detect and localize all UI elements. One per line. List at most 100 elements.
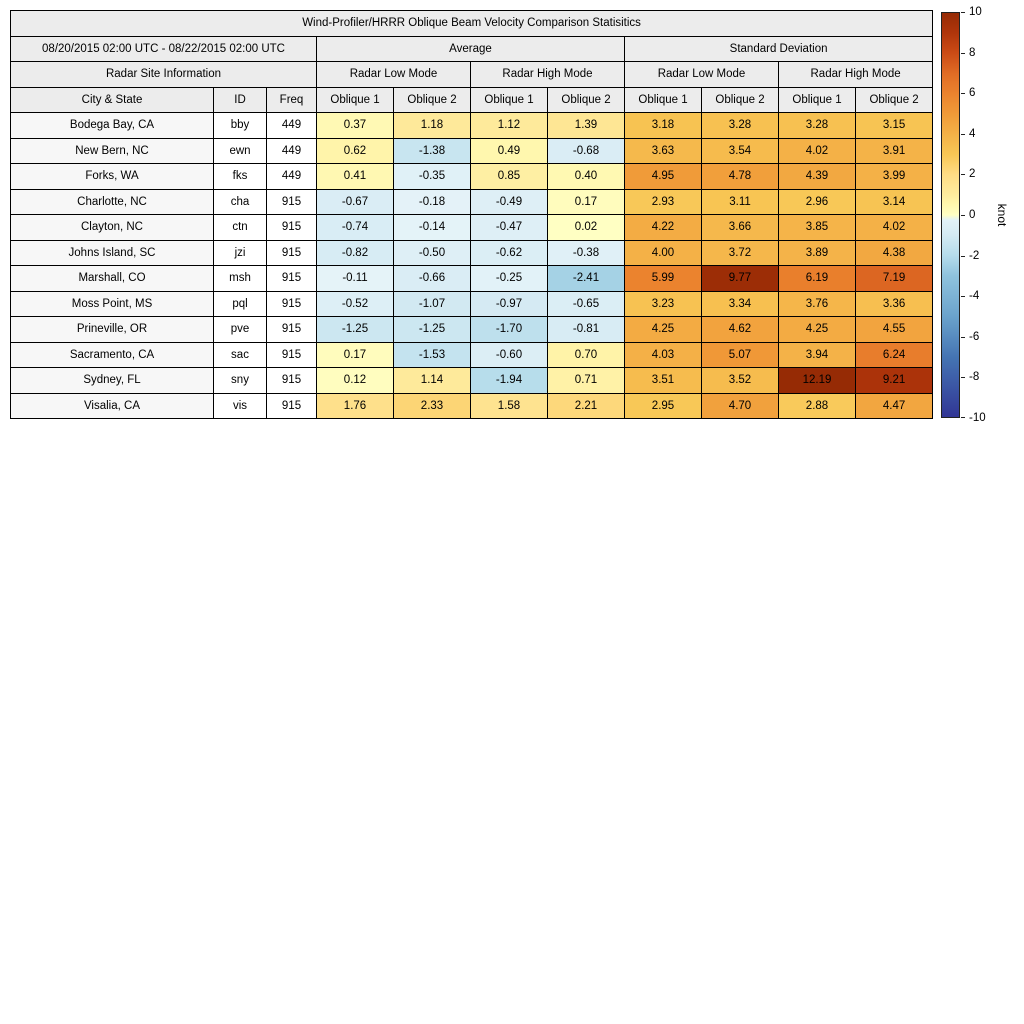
value-cell: 2.96 xyxy=(778,188,856,215)
value-cell: 0.17 xyxy=(547,188,625,215)
value-cell: 1.18 xyxy=(393,112,471,139)
colorbar-tick-mark xyxy=(961,52,965,54)
value-cell: -0.47 xyxy=(470,214,548,241)
table-row: New Bern, NC ewn 449 0.62 -1.38 0.49 -0.68 3.63… xyxy=(10,137,934,164)
value-cell: 6.24 xyxy=(854,341,934,368)
value-cell: 5.07 xyxy=(701,341,779,368)
value-cell: 3.99 xyxy=(854,163,934,190)
value-cell: 3.94 xyxy=(778,341,856,368)
colorbar-unit-label: knot xyxy=(995,203,1009,227)
table-row: Prineville, OR pve 915 -1.25 -1.25 -1.70 -0.81… xyxy=(10,316,934,343)
site-id-cell: bby xyxy=(213,112,267,139)
value-cell: 4.22 xyxy=(624,214,702,241)
value-cell: 0.70 xyxy=(547,341,625,368)
value-cell: -0.60 xyxy=(470,341,548,368)
value-cell: 4.02 xyxy=(854,214,934,241)
city-state-cell: Charlotte, NC xyxy=(10,188,214,215)
column-header-row: City & State ID Freq Oblique 1 Oblique 2… xyxy=(10,86,934,113)
freq-cell: 915 xyxy=(266,188,317,215)
group-std-header: Standard Deviation xyxy=(623,35,934,62)
site-id-cell: sac xyxy=(213,341,267,368)
col-std-low-oblique1: Oblique 1 xyxy=(624,86,702,113)
value-cell: -0.14 xyxy=(393,214,471,241)
site-id-cell: pve xyxy=(213,316,267,343)
city-state-cell: Sydney, FL xyxy=(10,367,214,394)
table-title: Wind-Profiler/HRRR Oblique Beam Velocity… xyxy=(9,10,934,37)
table-body: Bodega Bay, CA bby 449 0.37 1.18 1.12 1.39 3.18… xyxy=(10,112,934,419)
city-state-cell: Johns Island, SC xyxy=(10,239,214,266)
value-cell: -1.70 xyxy=(470,316,548,343)
value-cell: 0.85 xyxy=(470,163,548,190)
city-state-cell: Moss Point, MS xyxy=(10,290,214,317)
value-cell: -0.81 xyxy=(547,316,625,343)
col-id: ID xyxy=(213,86,267,113)
city-state-cell: Clayton, NC xyxy=(10,214,214,241)
value-cell: -0.67 xyxy=(316,188,394,215)
value-cell: 3.18 xyxy=(624,112,702,139)
value-cell: 4.02 xyxy=(778,137,856,164)
colorbar-tick-label: 4 xyxy=(969,127,976,140)
colorbar-tick-mark xyxy=(961,174,965,176)
value-cell: 0.62 xyxy=(316,137,394,164)
value-cell: 0.12 xyxy=(316,367,394,394)
city-state-cell: Prineville, OR xyxy=(10,316,214,343)
colorbar: 10 8 6 4 2 0 -2 -4 -6 -8 -10 knot xyxy=(941,6,1024,424)
value-cell: 3.91 xyxy=(854,137,934,164)
value-cell: 0.71 xyxy=(547,367,625,394)
value-cell: 3.63 xyxy=(624,137,702,164)
value-cell: 4.78 xyxy=(701,163,779,190)
colorbar-tick-mark xyxy=(961,93,965,95)
col-avg-high-oblique2: Oblique 2 xyxy=(547,86,625,113)
colorbar-tick-label: 0 xyxy=(969,209,976,221)
value-cell: 0.37 xyxy=(316,112,394,139)
colorbar-tick-mark xyxy=(961,215,965,216)
group-average-header: Average xyxy=(316,35,625,62)
value-cell: 0.49 xyxy=(470,137,548,164)
colorbar-tick-mark xyxy=(961,377,965,379)
std-high-mode-header: Radar High Mode xyxy=(777,61,934,88)
city-state-cell: Visalia, CA xyxy=(10,392,214,419)
city-state-cell: Sacramento, CA xyxy=(10,341,214,368)
col-std-high-oblique1: Oblique 1 xyxy=(778,86,856,113)
value-cell: -0.66 xyxy=(393,265,471,292)
value-cell: 2.93 xyxy=(624,188,702,215)
colorbar-tick-mark xyxy=(961,255,965,257)
value-cell: 3.34 xyxy=(701,290,779,317)
value-cell: -0.49 xyxy=(470,188,548,215)
freq-cell: 915 xyxy=(266,341,317,368)
city-state-cell: Bodega Bay, CA xyxy=(10,112,214,139)
col-avg-high-oblique1: Oblique 1 xyxy=(470,86,548,113)
value-cell: -0.97 xyxy=(470,290,548,317)
value-cell: 2.33 xyxy=(393,392,471,419)
col-avg-low-oblique2: Oblique 2 xyxy=(393,86,471,113)
table-row: Sydney, FL sny 915 0.12 1.14 -1.94 0.71 3.51 3.5… xyxy=(10,367,934,394)
freq-cell: 449 xyxy=(266,163,317,190)
freq-cell: 449 xyxy=(266,137,317,164)
value-cell: 0.02 xyxy=(547,214,625,241)
value-cell: 3.23 xyxy=(624,290,702,317)
value-cell: -2.41 xyxy=(547,265,625,292)
table-row: Forks, WA fks 449 0.41 -0.35 0.85 0.40 4.95 4.78… xyxy=(10,163,934,190)
value-cell: 9.21 xyxy=(854,367,934,394)
value-cell: 9.77 xyxy=(701,265,779,292)
colorbar-tick-label: 2 xyxy=(969,168,976,181)
col-std-low-oblique2: Oblique 2 xyxy=(701,86,779,113)
avg-high-mode-header: Radar High Mode xyxy=(470,61,625,88)
value-cell: 7.19 xyxy=(854,265,934,292)
colorbar-tick-label: 8 xyxy=(969,46,976,59)
site-id-cell: cha xyxy=(213,188,267,215)
colorbar-tick-label: -4 xyxy=(969,290,980,303)
value-cell: 12.19 xyxy=(778,367,856,394)
value-cell: 1.76 xyxy=(316,392,394,419)
value-cell: 3.11 xyxy=(701,188,779,215)
table-row: Marshall, CO msh 915 -0.11 -0.66 -0.25 -2.41 5.… xyxy=(10,265,934,292)
colorbar-tick-mark xyxy=(961,336,965,338)
value-cell: -1.53 xyxy=(393,341,471,368)
table-title-row: Wind-Profiler/HRRR Oblique Beam Velocity… xyxy=(9,10,934,37)
value-cell: 3.54 xyxy=(701,137,779,164)
site-id-cell: sny xyxy=(213,367,267,394)
value-cell: 3.36 xyxy=(854,290,934,317)
table-row: Moss Point, MS pql 915 -0.52 -1.07 -0.97 -0.65… xyxy=(10,290,934,317)
value-cell: 3.51 xyxy=(624,367,702,394)
col-city-state: City & State xyxy=(10,86,214,113)
